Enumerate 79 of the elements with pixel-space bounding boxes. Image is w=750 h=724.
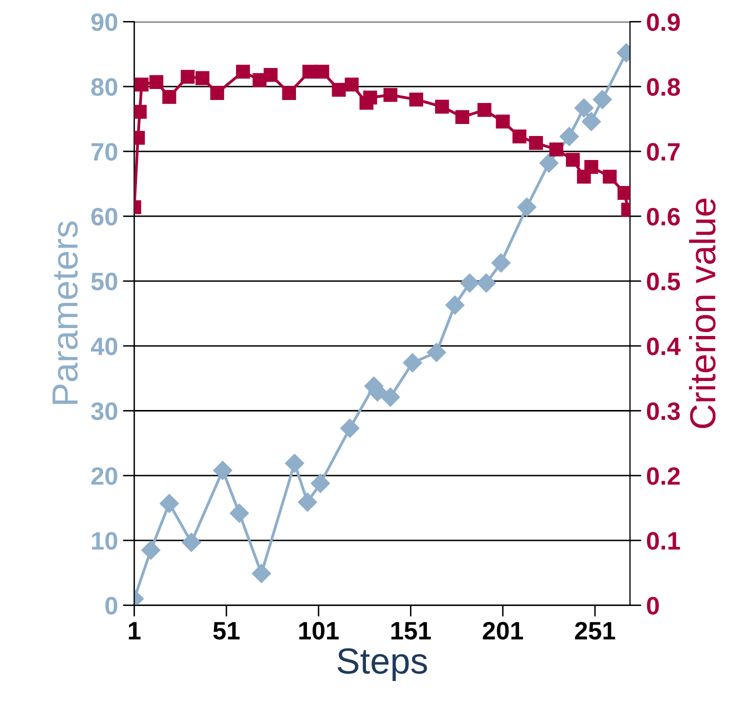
point <box>340 418 360 438</box>
point <box>445 296 464 315</box>
point <box>380 388 400 407</box>
y-axis-title: Parameters <box>52 221 78 404</box>
y2-tick-label: 0.2 <box>646 467 680 485</box>
point <box>134 78 149 92</box>
point <box>574 98 594 118</box>
y2-axis-title: Criterion value <box>689 198 716 428</box>
point <box>409 92 424 106</box>
y2-tick-label: 0 <box>646 596 659 615</box>
y-tick-label: 50 <box>91 272 118 290</box>
point <box>264 68 278 82</box>
point <box>584 160 598 174</box>
x-tick-label: 101 <box>299 622 339 640</box>
point <box>344 78 359 92</box>
y2-tick-label: 0.7 <box>646 143 680 161</box>
y2-tick-label: 0.5 <box>646 272 680 290</box>
point <box>310 474 330 493</box>
point <box>230 504 249 523</box>
y-tick-label: 40 <box>90 338 118 356</box>
x-tick-label: 251 <box>575 622 616 640</box>
point <box>512 130 526 144</box>
x-tick-label: 51 <box>213 622 240 640</box>
point <box>549 142 564 156</box>
y-tick-label: 70 <box>92 143 118 161</box>
y-tick-label: 20 <box>91 467 118 485</box>
point <box>435 100 449 114</box>
point <box>491 253 511 272</box>
y-tick-label: 80 <box>91 78 118 96</box>
point <box>529 136 543 150</box>
point <box>517 198 536 217</box>
x-axis-title: Steps <box>338 648 427 681</box>
y2-tick-label: 0.3 <box>646 402 680 420</box>
x-tick-label: 1 <box>128 622 141 640</box>
point <box>477 102 492 117</box>
point <box>302 64 316 79</box>
point <box>455 110 470 124</box>
point <box>560 126 579 146</box>
point <box>134 104 147 119</box>
point <box>149 75 164 89</box>
point <box>180 70 195 84</box>
y2-tick-label: 0.9 <box>646 13 680 32</box>
point <box>285 454 304 473</box>
y-tick-label: 10 <box>92 532 118 550</box>
point <box>298 492 318 512</box>
point <box>363 90 378 105</box>
point <box>539 154 558 173</box>
y-tick-label: 30 <box>91 402 118 420</box>
point <box>210 86 224 100</box>
point <box>476 273 496 293</box>
y2-tick-label: 0.6 <box>646 208 680 226</box>
point <box>160 494 179 513</box>
point <box>582 112 601 132</box>
y-tick-label: 0 <box>105 596 118 615</box>
point <box>252 564 271 584</box>
y-tick-label: 90 <box>91 13 118 32</box>
point <box>315 64 330 79</box>
y2-tick-label: 0.1 <box>646 532 680 550</box>
point <box>403 353 422 372</box>
point <box>141 540 160 560</box>
y2-tick-label: 0.8 <box>646 78 680 96</box>
point <box>566 152 580 167</box>
point <box>282 86 296 100</box>
point <box>460 273 480 293</box>
point <box>182 532 201 552</box>
point <box>195 71 210 86</box>
y-tick-label: 60 <box>91 208 118 226</box>
point <box>162 90 176 104</box>
point <box>592 90 612 110</box>
x-tick-label: 151 <box>391 622 431 640</box>
point <box>426 342 446 362</box>
point <box>383 88 398 102</box>
point <box>602 170 617 184</box>
x-tick-label: 201 <box>482 622 523 640</box>
point <box>496 114 510 129</box>
point <box>213 460 232 480</box>
point <box>236 64 250 79</box>
y2-tick-label: 0.4 <box>646 338 681 356</box>
point <box>332 82 346 97</box>
